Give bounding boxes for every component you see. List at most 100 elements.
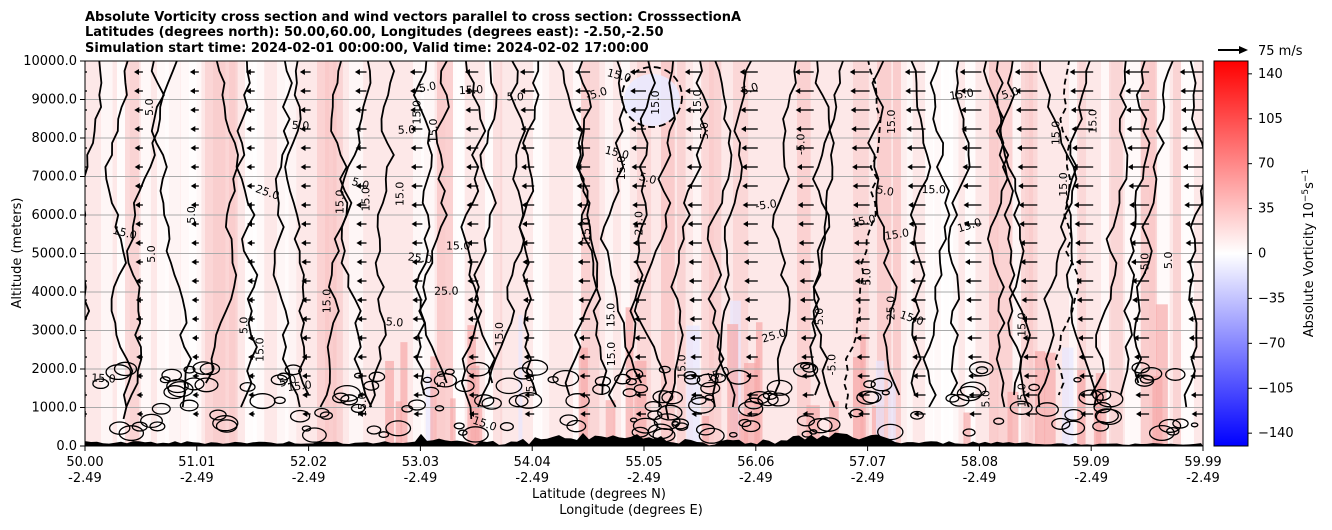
wind-vector-head [795, 88, 801, 94]
wind-vector-head [520, 88, 526, 94]
wind-vector-head [1126, 107, 1131, 113]
contour-label: 5.0 [524, 375, 537, 393]
wind-vector-head [741, 145, 747, 151]
wind-vector-head [632, 221, 638, 227]
colorbar-tick-label: 35 [1258, 202, 1275, 217]
wind-vector-head [685, 88, 691, 94]
contour-label: 5.0 [861, 268, 874, 286]
wind-vector-head [465, 107, 471, 113]
wind-vector-head [964, 221, 969, 227]
wind-vector-head [967, 335, 973, 341]
wind-vector-head [960, 107, 966, 113]
wind-vector-head [247, 278, 253, 284]
wind-vector-head [85, 335, 86, 341]
wind-vector-head [690, 354, 696, 360]
wind-vector-head [246, 183, 252, 189]
wind-vector-head [687, 202, 693, 208]
y-tick-label: 3000.0 [32, 324, 78, 339]
wind-vector-head [190, 164, 196, 170]
contour-label: 15.0 [1050, 121, 1063, 146]
wind-vector-head [300, 88, 306, 94]
field-patch [755, 322, 763, 446]
wind-vector-head [576, 164, 582, 170]
wind-vector-head [1125, 88, 1131, 94]
wind-vector-head [800, 316, 806, 322]
wind-vector-head [633, 297, 639, 303]
contour-label: 5.0 [506, 90, 524, 103]
colorbar-tick-label: 105 [1258, 112, 1283, 127]
wind-vector-head [190, 202, 196, 208]
contour-label: 5.0 [698, 122, 711, 140]
wind-vector-head [687, 221, 693, 227]
wind-vector-head [246, 107, 252, 113]
wind-vector-head [632, 240, 638, 246]
x-axis-label-longitude: Longitude (degrees E) [559, 503, 703, 518]
wind-vector-head [909, 259, 915, 265]
wind-vector-head [913, 392, 919, 398]
wind-vector-head [689, 316, 695, 322]
y-axis-ticks: 0.0 1000.0 2000.0 3000.0 4000.0 5000.0 6000.0 7… [23, 54, 85, 454]
wind-vector-head [850, 107, 856, 113]
wind-vector-head [356, 202, 362, 208]
contour-line [1065, 61, 1098, 408]
wind-vector-head [631, 145, 637, 151]
wind-vector-head [190, 88, 195, 94]
wind-vector-head [854, 259, 860, 265]
contour-label: 15.0 [884, 226, 910, 243]
wind-vector-head [852, 164, 858, 170]
field-patch [702, 415, 710, 446]
wind-vector-head [135, 202, 140, 208]
contour-loop [658, 365, 671, 374]
wind-vector-head [685, 126, 691, 132]
wind-vector-head [906, 145, 912, 151]
wind-vector-head [468, 392, 474, 398]
wind-vector-head [801, 354, 807, 360]
wind-vector-head [799, 259, 805, 265]
wind-vector-head [466, 221, 472, 227]
wind-vector-head [746, 392, 752, 398]
wind-vector-head [80, 278, 85, 284]
contour-label: 15.0 [649, 90, 662, 115]
contour-line [577, 61, 608, 396]
wind-vector-head [686, 164, 692, 170]
wind-vector-head [468, 373, 474, 379]
y-tick-label: 9000.0 [32, 93, 78, 108]
wind-vector-head [467, 278, 473, 284]
contour-loop [179, 399, 199, 412]
contour-loop [194, 377, 219, 393]
wind-vector-head [578, 316, 584, 322]
wind-vector-head [795, 107, 801, 113]
contour-label: 15.0 [605, 342, 618, 367]
wind-vector-head [523, 354, 529, 360]
field-patch [1034, 351, 1046, 446]
wind-vector-head [961, 145, 967, 151]
contour-label: 5.0 [398, 123, 416, 137]
contour-loop [513, 367, 533, 380]
wind-vector-head [575, 88, 581, 94]
wind-vector-head [301, 278, 307, 284]
wind-vector-head [410, 88, 416, 94]
wind-vector-head [1070, 88, 1076, 94]
wind-vector-head [520, 145, 526, 151]
wind-vector-head [1180, 88, 1186, 94]
wind-vector-head [356, 259, 362, 265]
wind-vector-head [245, 88, 251, 94]
wind-vector-head [965, 259, 970, 265]
colorbar-tick-label: −140 [1258, 426, 1294, 441]
contour-loop [683, 371, 697, 380]
contour-line [460, 61, 498, 420]
y-tick-label: 2000.0 [32, 362, 78, 377]
wind-vector-head [634, 316, 640, 322]
wind-vector-head [850, 88, 856, 94]
wind-vector-head [413, 373, 419, 379]
wind-vector-head [1080, 411, 1086, 417]
wind-vector-head [1188, 316, 1194, 322]
contour-loop [945, 393, 960, 403]
wind-vector-head [410, 164, 416, 170]
contour-loop [695, 423, 716, 436]
contour-loop [1051, 417, 1071, 430]
wind-vector-head [633, 259, 639, 265]
wind-vector-head [467, 297, 473, 303]
wind-vectors [80, 69, 1203, 417]
